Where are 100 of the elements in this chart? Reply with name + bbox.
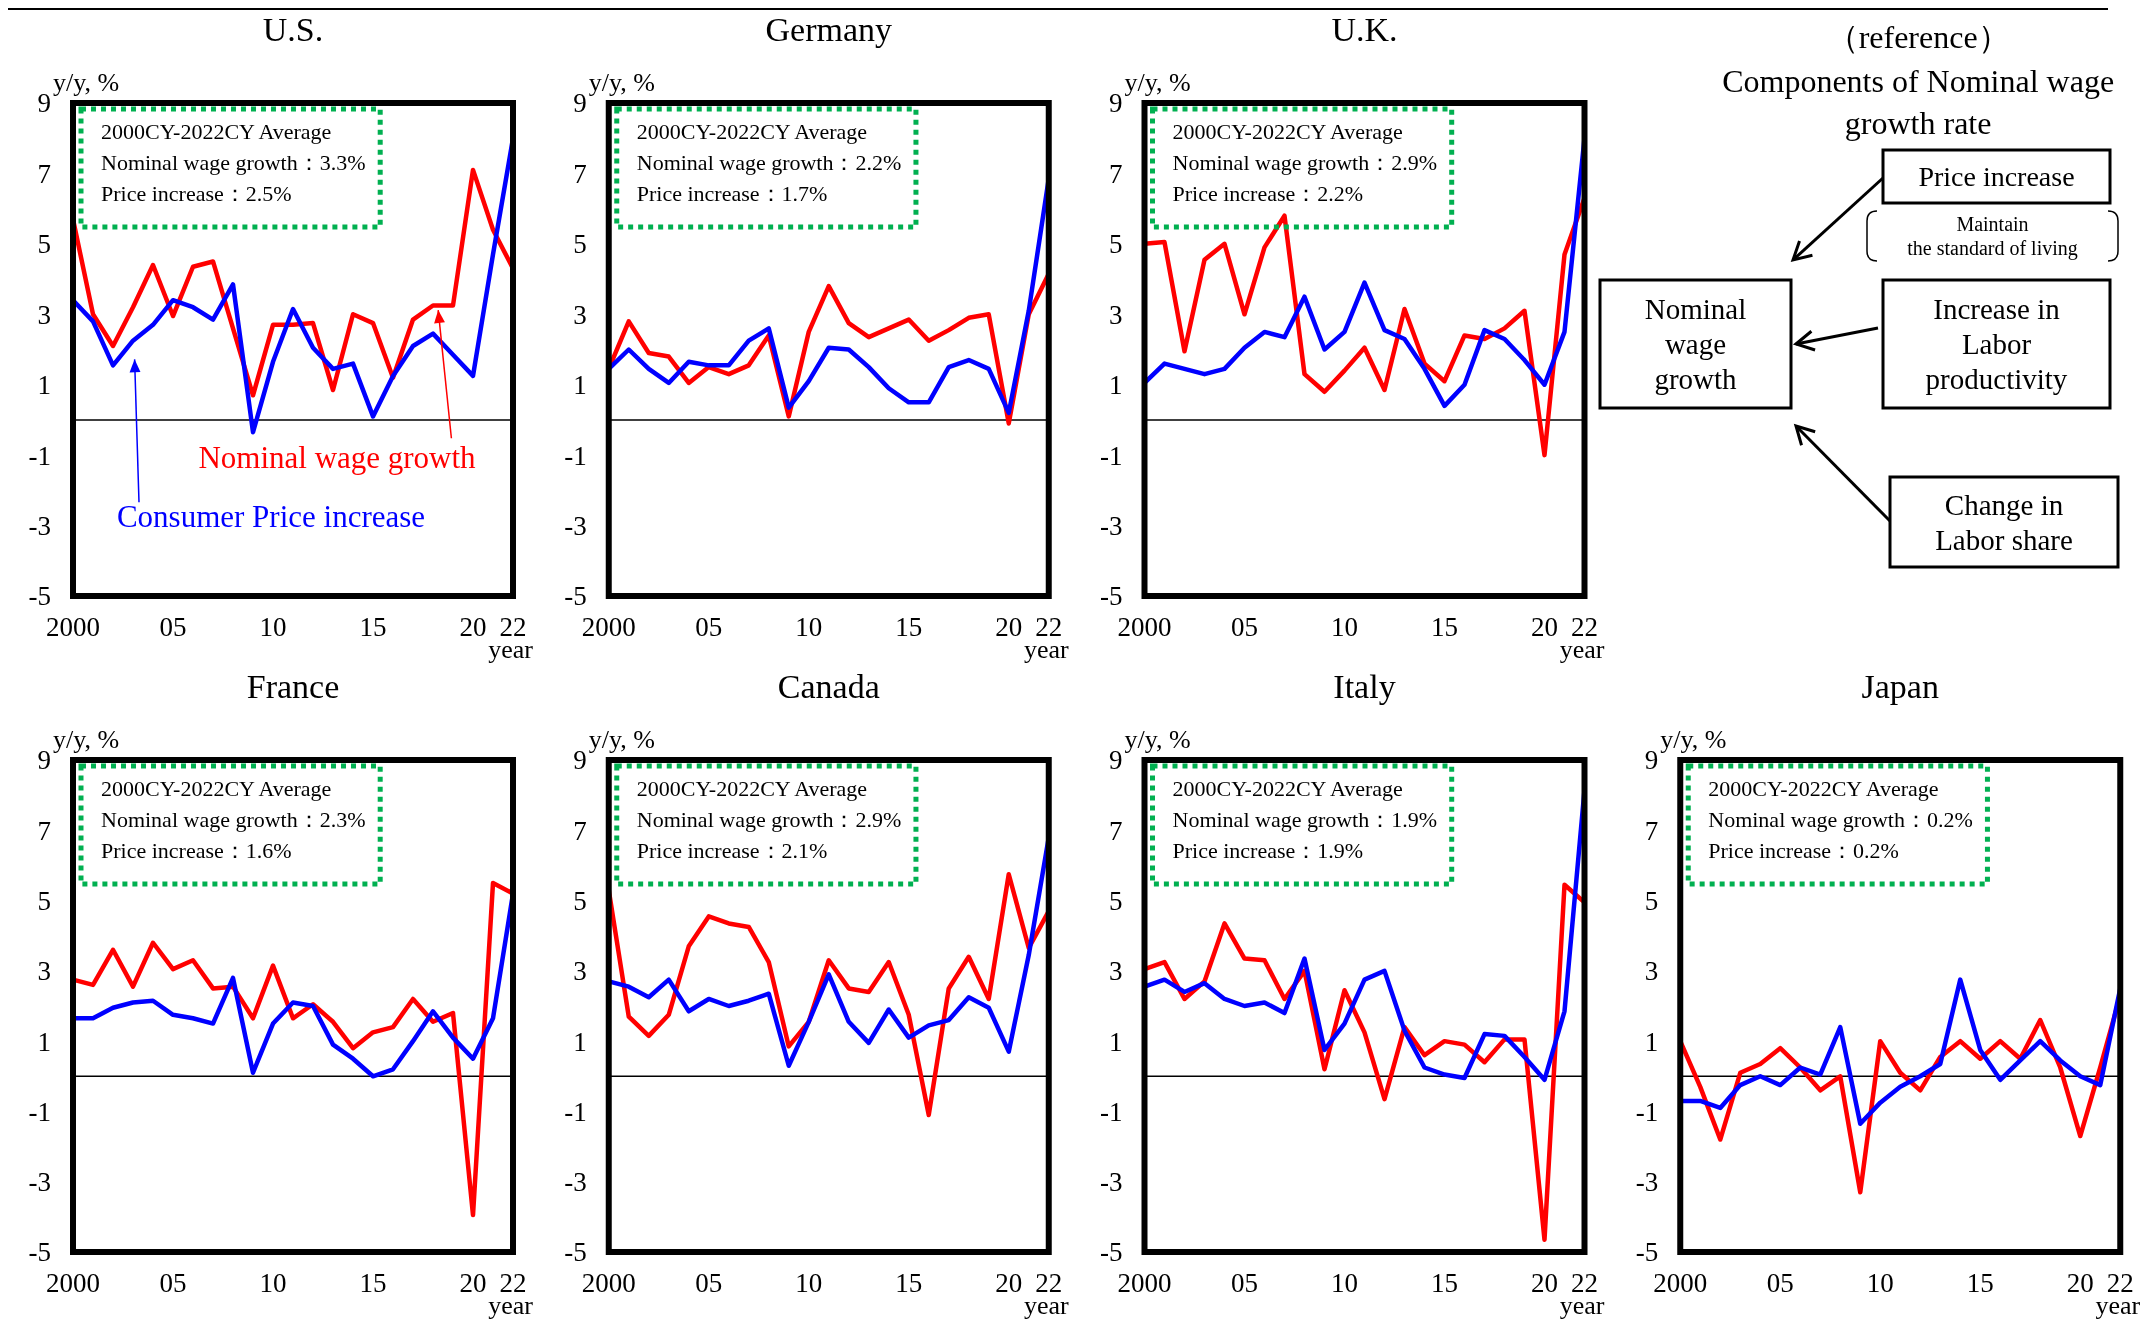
y-tick-label: -1	[564, 1096, 587, 1127]
y-tick-label: -3	[1100, 511, 1123, 542]
y-tick-label: 9	[37, 745, 51, 776]
y-tick-label: 9	[37, 88, 51, 119]
x-tick-label: 05	[1231, 1268, 1258, 1298]
y-tick-label: -5	[564, 581, 587, 612]
y-tick-label: 1	[573, 1026, 587, 1057]
x-tick-label: 15	[1431, 612, 1458, 642]
annotation: 2000CY-2022CY Average	[636, 119, 868, 144]
y-tick-label: 7	[37, 815, 51, 846]
text: Components of Nominal wage growth rate	[1722, 63, 2115, 141]
text: Increase in Labor productivity	[1925, 293, 2068, 395]
x-tick-label: 20	[1531, 612, 1558, 642]
y-tick-label: -3	[28, 1167, 51, 1198]
x-tick-label: 15	[895, 612, 923, 642]
annotation: Price increase：2.5%	[101, 181, 292, 206]
annotation: 2000CY-2022CY Average	[636, 776, 868, 801]
y-tick-label: 3	[37, 299, 51, 330]
annotation: Price increase：2.2%	[1172, 181, 1364, 206]
y-tick-label: 3	[1109, 299, 1123, 330]
annotation: Nominal wage growth：2.2%	[636, 150, 902, 175]
y-tick-label: 7	[1109, 158, 1123, 189]
x-tick-label: 15	[895, 1268, 923, 1298]
x-tick-label: 15	[359, 612, 387, 642]
x-tick-label: 2000	[1117, 612, 1172, 642]
annotation: Price increase：1.7%	[636, 181, 828, 206]
chart-title: Japan	[1861, 668, 1939, 705]
text: Maintain the standard of living	[1907, 213, 2078, 260]
annotation: Price increase：0.2%	[1708, 838, 1899, 863]
x-tick-label: 05	[695, 1268, 723, 1298]
y-axis-title: y/y, %	[53, 68, 120, 97]
y-tick-label: -5	[564, 1237, 587, 1268]
x-tick-label: 15	[1966, 1268, 1994, 1298]
text: Nominal wage growth	[1644, 293, 1747, 395]
y-tick-label: 9	[573, 88, 587, 119]
y-tick-label: 5	[1109, 229, 1123, 260]
text: （reference）	[1826, 19, 2010, 55]
annotation: Nominal wage growth：1.9%	[1172, 807, 1438, 832]
x-tick-label: 10	[259, 1268, 287, 1298]
y-tick-label: -5	[1100, 1237, 1123, 1268]
x-tick-label: 10	[1331, 1268, 1358, 1298]
annotation: Price increase：2.1%	[636, 838, 828, 863]
chart-title: Germany	[765, 11, 893, 48]
y-tick-label: 1	[573, 370, 587, 401]
x-tick-label: 2000	[46, 1268, 100, 1298]
y-tick-label: 3	[1109, 956, 1123, 987]
y-tick-label: 1	[37, 370, 51, 401]
annotation: Price increase：1.9%	[1172, 838, 1364, 863]
y-tick-label: 9	[1109, 88, 1123, 119]
y-tick-label: 5	[1109, 886, 1123, 917]
y-tick-label: 9	[1109, 745, 1123, 776]
y-tick-label: -3	[564, 1167, 587, 1198]
y-tick-label: -1	[564, 440, 587, 471]
annotation: Nominal wage growth：2.9%	[636, 807, 902, 832]
chart-title: U.K.	[1331, 11, 1398, 48]
y-tick-label: 7	[37, 158, 51, 189]
y-tick-label: 5	[573, 229, 587, 260]
y-tick-label: -3	[1100, 1167, 1123, 1198]
y-tick-label: 5	[1644, 886, 1659, 917]
x-tick-label: 15	[359, 1268, 387, 1298]
y-tick-label: -1	[1635, 1096, 1659, 1127]
x-tick-label: 20	[459, 612, 487, 642]
x-tick-label: 2000	[581, 612, 636, 642]
x-tick-label: 10	[795, 1268, 823, 1298]
y-tick-label: 7	[1644, 815, 1659, 846]
y-tick-label: 5	[37, 886, 51, 917]
y-tick-label: -5	[1635, 1237, 1659, 1268]
y-tick-label: 5	[573, 886, 587, 917]
y-tick-label: 1	[1109, 370, 1123, 401]
annotation: 2000CY-2022CY Average	[1708, 776, 1939, 801]
x-tick-label: 05	[1231, 612, 1258, 642]
y-axis-title: y/y, %	[1124, 68, 1191, 97]
y-tick-label: 1	[1644, 1026, 1659, 1057]
text: Consumer Price increase	[116, 498, 426, 534]
annotation: Nominal wage growth：0.2%	[1708, 807, 1973, 832]
y-tick-label: 7	[573, 815, 587, 846]
x-tick-label: 10	[1866, 1268, 1894, 1298]
x-tick-label: 2000	[1653, 1268, 1708, 1298]
y-tick-label: -5	[1100, 581, 1123, 612]
y-tick-label: -5	[28, 581, 51, 612]
x-tick-label: 20	[459, 1268, 487, 1298]
y-tick-label: 3	[573, 299, 587, 330]
y-tick-label: 9	[1644, 745, 1659, 776]
x-tick-label: 20	[995, 612, 1023, 642]
chart-title: Canada	[777, 668, 880, 705]
y-tick-label: 7	[1109, 815, 1123, 846]
y-axis-title: y/y, %	[588, 725, 655, 754]
x-tick-label: 10	[795, 612, 823, 642]
x-tick-label: 05	[159, 1268, 187, 1298]
y-tick-label: -1	[28, 1096, 51, 1127]
x-tick-label: 05	[695, 612, 723, 642]
x-tick-label: 10	[259, 612, 287, 642]
x-tick-label: 05	[159, 612, 187, 642]
y-axis-title: y/y, %	[1660, 725, 1727, 754]
annotation: 2000CY-2022CY Average	[101, 776, 332, 801]
y-tick-label: 3	[1644, 956, 1659, 987]
y-tick-label: 1	[1109, 1026, 1123, 1057]
y-tick-label: -5	[28, 1237, 51, 1268]
y-tick-label: -1	[1100, 440, 1123, 471]
y-tick-label: -1	[28, 440, 51, 471]
